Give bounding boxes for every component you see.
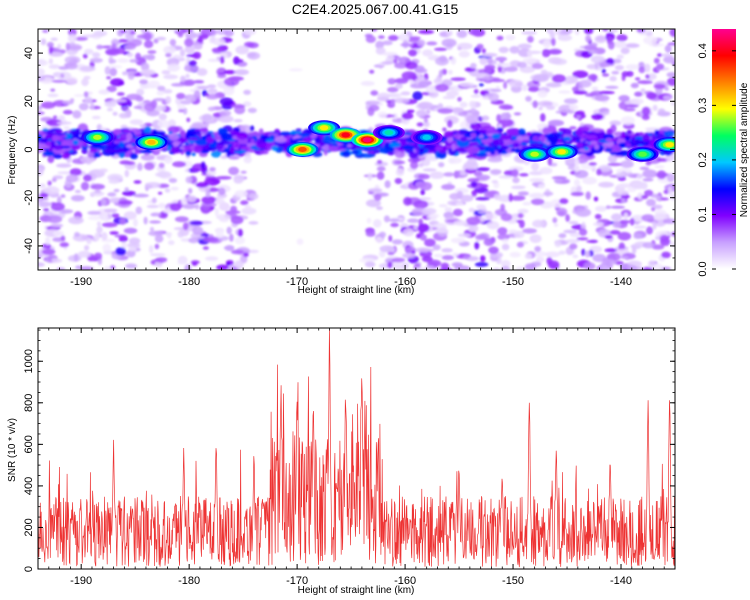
y-tick-label: -40 [23, 238, 35, 254]
spectrogram-ylabel: Frequency (Hz) [7, 116, 18, 185]
y-tick-label: 0 [23, 146, 35, 152]
spectrogram-panel: -190 -180 -170 -160 -150 -140 -40 -20 0 20 40 Heig… [7, 28, 676, 296]
y-tick-label: 600 [23, 435, 35, 453]
x-tick-label: -190 [70, 276, 92, 288]
x-tick-label: -160 [394, 276, 416, 288]
x-tick-label: -160 [394, 575, 416, 587]
colorbar-tick-label: 0.1 [697, 207, 709, 222]
spectrogram-hot-spot [81, 129, 114, 145]
colorbar-gradient [712, 29, 736, 269]
y-tick-label: 0 [23, 566, 35, 572]
colorbar-tick-label: 0.4 [697, 43, 709, 58]
spectrogram-hot-spot [286, 142, 319, 157]
x-tick-label: -140 [610, 575, 632, 587]
snr-frame [37, 327, 676, 570]
snr-xlabel: Height of straight line (km) [298, 585, 415, 596]
x-tick-label: -180 [178, 575, 200, 587]
colorbar-tick-label: 0.2 [697, 152, 709, 167]
x-tick-label: -140 [610, 276, 632, 288]
chart-title: C2E4.2025.067.00.41.G15 [292, 1, 459, 17]
snr-axes: -190 -180 -170 -160 -150 -140 0 200 400 600 800 100… [23, 328, 676, 587]
spectrogram-xlabel: Height of straight line (km) [298, 285, 415, 296]
snr-series-line [38, 329, 675, 568]
spectrogram-hot-spot [372, 125, 405, 141]
snr-panel: -190 -180 -170 -160 -150 -140 0 200 400 600 800 100… [7, 327, 676, 596]
spectrogram-hot-spot [626, 146, 659, 162]
y-tick-label: 1000 [23, 349, 35, 373]
spectrogram-hot-spot [653, 137, 675, 153]
colorbar-tick-label: 0.0 [697, 261, 709, 276]
x-tick-label: -170 [286, 575, 308, 587]
y-tick-label: 800 [23, 394, 35, 412]
spectrogram-hot-spot [518, 146, 551, 162]
snr-ylabel: SNR (10 * v/v) [7, 418, 18, 482]
colorbar-ticks: 0.0 0.1 0.2 0.3 0.4 [697, 43, 736, 277]
y-tick-label: 20 [23, 95, 35, 107]
y-tick-label: 200 [23, 518, 35, 536]
spectrogram-hot-spot [545, 144, 578, 160]
spectrogram-hot-spot [329, 127, 362, 143]
spectrogram-heatmap [38, 29, 675, 270]
x-tick-label: -150 [502, 575, 524, 587]
x-tick-label: -150 [502, 276, 524, 288]
spectrogram-axes: -190 -180 -170 -160 -150 -140 -40 -20 0 20 40 [23, 28, 676, 288]
colorbar: 0.0 0.1 0.2 0.3 0.4 Normalized spectral ampl… [697, 29, 750, 277]
colorbar-tick-label: 0.3 [697, 98, 709, 113]
colorbar-label: Normalized spectral amplitude [739, 82, 750, 217]
spectrogram-hot-spot [410, 129, 443, 145]
x-tick-label: -170 [286, 276, 308, 288]
x-tick-label: -180 [178, 276, 200, 288]
spectrogram-hot-spot [135, 134, 168, 150]
y-tick-label: 400 [23, 477, 35, 495]
y-tick-label: -20 [23, 190, 35, 206]
x-tick-label: -190 [70, 575, 92, 587]
y-tick-label: 40 [23, 47, 35, 59]
